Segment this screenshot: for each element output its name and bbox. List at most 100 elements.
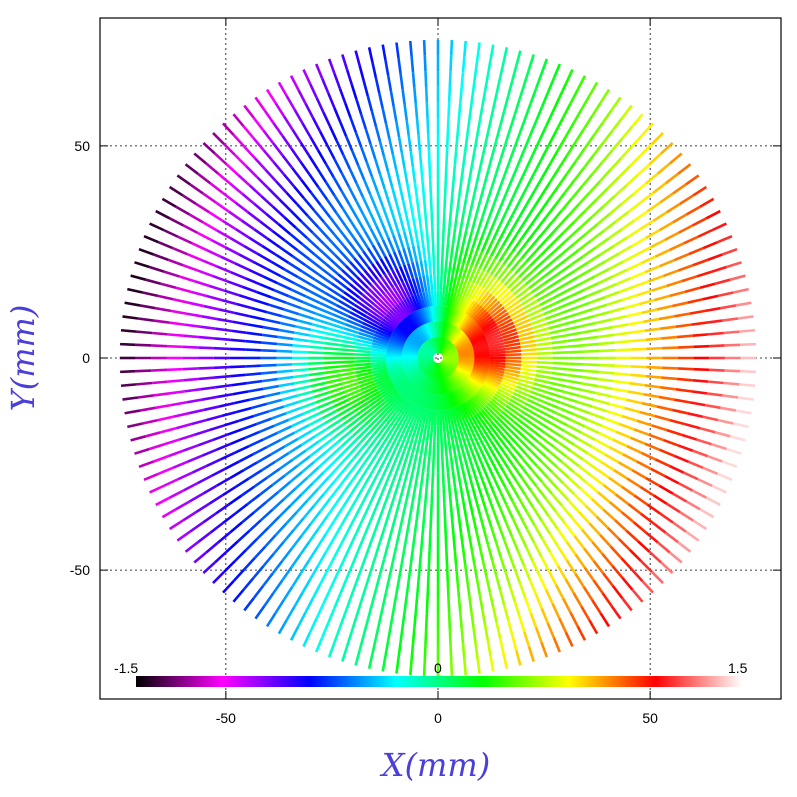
scan-segment — [310, 328, 327, 335]
scan-segment — [567, 476, 582, 490]
scan-segment — [405, 215, 412, 232]
scan-segment — [422, 408, 429, 425]
scan-segment — [660, 561, 674, 574]
scan-segment — [660, 385, 677, 391]
scan-segment — [359, 379, 375, 388]
scan-segment — [324, 341, 340, 347]
scan-segment — [433, 409, 438, 426]
scan-segment — [313, 391, 330, 399]
scan-segment — [244, 430, 261, 440]
scan-line — [437, 362, 495, 672]
scan-segment — [608, 476, 623, 488]
scan-segment — [283, 216, 297, 229]
scan-segment — [486, 640, 492, 657]
scan-segment — [540, 144, 550, 160]
scan-segment — [511, 500, 522, 516]
scan-segment — [341, 493, 353, 509]
scan-segment — [308, 83, 318, 99]
scan-segment — [689, 401, 706, 407]
scan-segment — [522, 135, 532, 152]
scan-segment — [520, 476, 532, 492]
scan-segment — [252, 584, 265, 599]
scan-segment — [456, 388, 468, 403]
scan-segment — [501, 379, 517, 388]
scan-segment — [196, 474, 212, 485]
scan-segment — [362, 619, 370, 636]
scan-segment — [324, 163, 335, 178]
scan-segment — [567, 226, 582, 240]
scan-segment — [321, 268, 336, 280]
scan-segment — [473, 364, 490, 371]
scan-segment — [407, 387, 419, 402]
scan-segment — [513, 98, 521, 115]
scan-segment — [677, 367, 694, 371]
scan-segment — [601, 424, 617, 434]
scan-segment — [454, 277, 461, 293]
scan-segment — [268, 303, 285, 311]
scan-segment — [497, 176, 506, 192]
scan-segment — [312, 492, 326, 507]
scan-segment — [702, 466, 719, 475]
scan-segment — [678, 482, 694, 492]
scan-segment — [474, 359, 490, 364]
scan-segment — [571, 516, 584, 531]
scan-segment — [533, 524, 544, 540]
scan-segment — [402, 264, 411, 281]
scan-segment — [590, 497, 605, 511]
scan-segment — [373, 374, 390, 383]
scan-segment — [380, 320, 395, 332]
scan-segment — [624, 406, 640, 414]
scan-segment — [333, 506, 344, 522]
scan-segment — [313, 317, 330, 325]
scan-segment — [454, 293, 463, 310]
scan-segment — [497, 524, 506, 540]
scan-segment — [432, 441, 436, 457]
scan-segment — [264, 318, 281, 325]
scan-segment — [370, 361, 387, 366]
scan-segment — [592, 122, 604, 137]
scan-segment — [161, 508, 177, 519]
scan-segment — [489, 365, 505, 372]
scan-segment — [679, 511, 694, 522]
scan-segment — [462, 420, 472, 436]
scan-segment — [344, 597, 352, 614]
scan-segment — [152, 380, 168, 385]
scan-segment — [666, 279, 683, 288]
scan-segment — [473, 349, 490, 355]
scan-segment — [369, 473, 379, 489]
scan-segment — [471, 369, 488, 378]
scan-segment — [313, 450, 327, 463]
scan-segment — [380, 276, 392, 291]
scan-segment — [446, 392, 453, 409]
scan-segment — [308, 258, 323, 271]
scan-segment — [614, 184, 628, 197]
scan-segment — [307, 154, 319, 170]
scan-segment — [326, 144, 336, 160]
scan-segment — [397, 466, 405, 483]
scan-segment — [525, 528, 536, 544]
scan-segment — [311, 116, 322, 132]
scan-segment — [545, 312, 561, 320]
scan-segment — [453, 455, 460, 472]
scan-segment — [387, 429, 398, 445]
scan-segment — [452, 165, 457, 182]
scan-segment — [651, 132, 664, 145]
scan-line — [408, 362, 439, 676]
scan-segment — [636, 460, 652, 470]
scan-segment — [618, 285, 635, 294]
scan-segment — [182, 264, 199, 272]
scan-segment — [449, 244, 455, 260]
scan-segment — [486, 544, 494, 560]
scan-segment — [474, 358, 491, 362]
scan-segment — [400, 401, 412, 416]
scan-segment — [478, 594, 484, 610]
scan-segment — [504, 214, 514, 230]
scan-segment — [397, 450, 406, 467]
scan-segment — [234, 477, 250, 489]
scan-segment — [471, 233, 479, 250]
scan-segment — [515, 480, 526, 496]
scan-segment — [232, 390, 249, 396]
scan-segment — [465, 119, 471, 136]
scan-segment — [283, 268, 299, 279]
scan-segment — [240, 219, 256, 231]
